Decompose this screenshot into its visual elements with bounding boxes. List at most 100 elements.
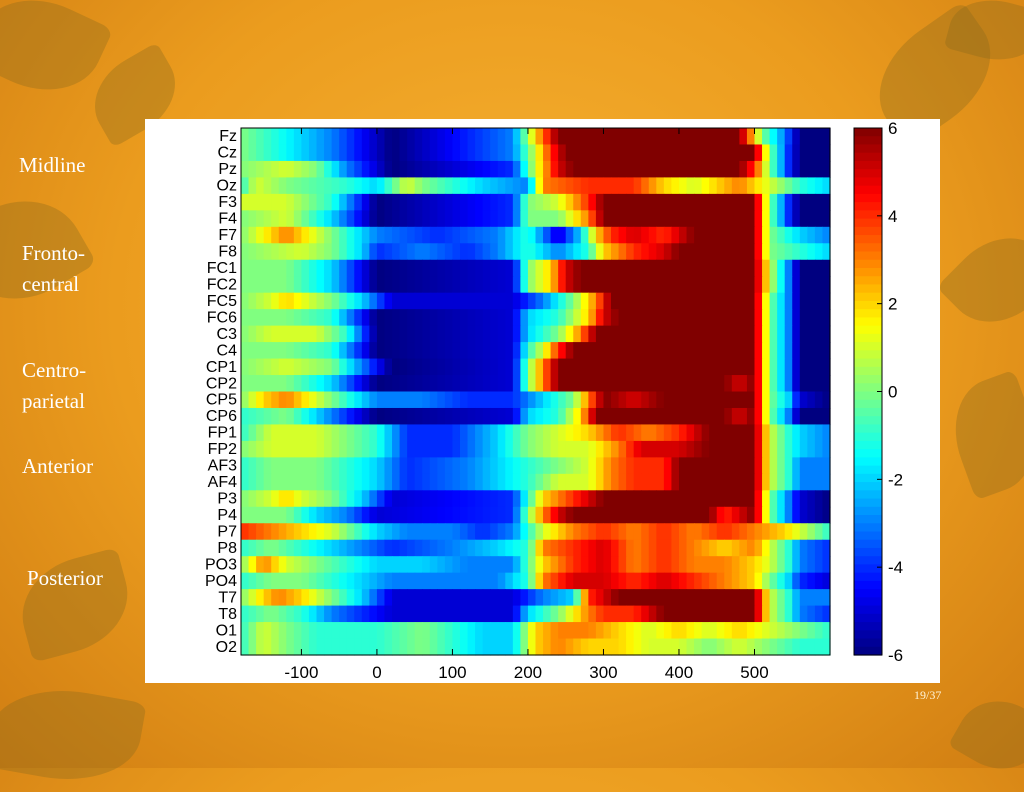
heatmap-cell xyxy=(354,292,363,310)
heatmap-cell xyxy=(331,144,340,162)
heatmap-cell xyxy=(490,309,499,327)
heatmap-cell xyxy=(512,424,521,442)
heatmap-cell xyxy=(535,605,544,623)
heatmap-cell xyxy=(618,638,627,656)
heatmap-cell xyxy=(731,605,740,623)
heatmap-cell xyxy=(293,193,303,211)
heatmap-cell xyxy=(550,210,559,228)
heatmap-cell xyxy=(754,490,763,508)
heatmap-cell xyxy=(724,276,733,294)
channel-tick-label: P4 xyxy=(217,507,237,524)
heatmap-cell xyxy=(308,523,318,541)
heatmap-cell xyxy=(376,358,386,376)
heatmap-cell xyxy=(467,276,476,294)
heatmap-cell xyxy=(777,358,786,376)
heatmap-cell xyxy=(354,424,363,442)
heatmap-cell xyxy=(527,210,537,228)
heatmap-cell xyxy=(392,638,401,656)
heatmap-cell xyxy=(739,210,748,228)
heatmap-cell xyxy=(467,128,476,146)
heatmap-cell xyxy=(505,358,514,376)
heatmap-cell xyxy=(256,210,265,228)
heatmap-cell xyxy=(641,572,650,590)
heatmap-cell xyxy=(512,375,521,393)
heatmap-cell xyxy=(716,325,725,343)
heatmap-cell xyxy=(633,144,642,162)
heatmap-cell xyxy=(475,556,484,574)
heatmap-cell xyxy=(777,539,786,557)
heatmap-cell xyxy=(278,391,287,409)
heatmap-cell xyxy=(444,177,454,195)
heatmap-cell xyxy=(354,391,363,409)
heatmap-cell xyxy=(603,572,612,590)
heatmap-cell xyxy=(505,407,514,426)
heatmap-cell xyxy=(558,193,567,211)
heatmap-cell xyxy=(520,160,529,179)
heatmap-cell xyxy=(293,226,303,244)
heatmap-cell xyxy=(807,457,816,475)
colorbar-cell xyxy=(854,235,882,244)
channel-tick-label: Cz xyxy=(217,145,237,162)
heatmap-cell xyxy=(611,605,620,623)
heatmap-cell xyxy=(482,276,491,294)
heatmap-cell xyxy=(641,128,650,146)
heatmap-cell xyxy=(392,391,401,409)
heatmap-cell xyxy=(301,210,310,228)
heatmap-cell xyxy=(641,243,650,261)
heatmap-cell xyxy=(324,523,333,541)
heatmap-cell xyxy=(701,276,710,294)
heatmap-cell xyxy=(716,589,725,607)
heatmap-cell xyxy=(762,210,771,228)
heatmap-cell xyxy=(648,490,657,508)
heatmap-cell xyxy=(278,457,287,475)
heatmap-cell xyxy=(822,440,831,458)
heatmap-cell xyxy=(716,342,725,360)
heatmap-cell xyxy=(694,375,703,393)
heatmap-cell xyxy=(535,440,544,458)
heatmap-cell xyxy=(535,407,544,426)
heatmap-cell xyxy=(611,144,620,162)
heatmap-cell xyxy=(595,128,605,146)
heatmap-cell xyxy=(437,325,446,343)
heatmap-cell xyxy=(784,589,793,607)
heatmap-cell xyxy=(293,276,303,294)
colorbar-cell xyxy=(854,177,882,187)
heatmap-cell xyxy=(588,375,597,393)
heatmap-cell xyxy=(475,259,484,277)
heatmap-cell xyxy=(807,342,816,360)
heatmap-cell xyxy=(603,342,612,360)
colorbar-cell xyxy=(854,300,882,310)
heatmap-cell xyxy=(354,210,363,228)
heatmap-cell xyxy=(278,589,287,607)
heatmap-cell xyxy=(376,243,386,261)
heatmap-cell xyxy=(550,243,559,261)
heatmap-cell xyxy=(527,177,537,195)
heatmap-cell xyxy=(263,407,272,426)
heatmap-cell xyxy=(792,440,801,458)
heatmap-cell xyxy=(286,160,295,179)
heatmap-cell xyxy=(550,490,559,508)
heatmap-cell xyxy=(286,391,295,409)
heatmap-cell xyxy=(701,407,710,426)
heatmap-cell xyxy=(663,177,673,195)
heatmap-cell xyxy=(731,539,740,557)
heatmap-cell xyxy=(603,292,612,310)
heatmap-cell xyxy=(459,325,469,343)
heatmap-cell xyxy=(354,473,363,491)
heatmap-cell xyxy=(361,226,370,244)
heatmap-cell xyxy=(792,342,801,360)
heatmap-cell xyxy=(626,144,635,162)
heatmap-cell xyxy=(769,342,778,360)
heatmap-cell xyxy=(648,523,657,541)
heatmap-cell xyxy=(565,457,574,475)
heatmap-cell xyxy=(603,407,612,426)
heatmap-cell xyxy=(339,457,348,475)
heatmap-cell xyxy=(724,506,733,524)
heatmap-cell xyxy=(550,259,559,277)
heatmap-cell xyxy=(754,193,763,211)
heatmap-cell xyxy=(626,440,635,458)
heatmap-cell xyxy=(392,292,401,310)
heatmap-cell xyxy=(754,424,763,442)
heatmap-cell xyxy=(716,128,725,146)
heatmap-cell xyxy=(701,605,710,623)
